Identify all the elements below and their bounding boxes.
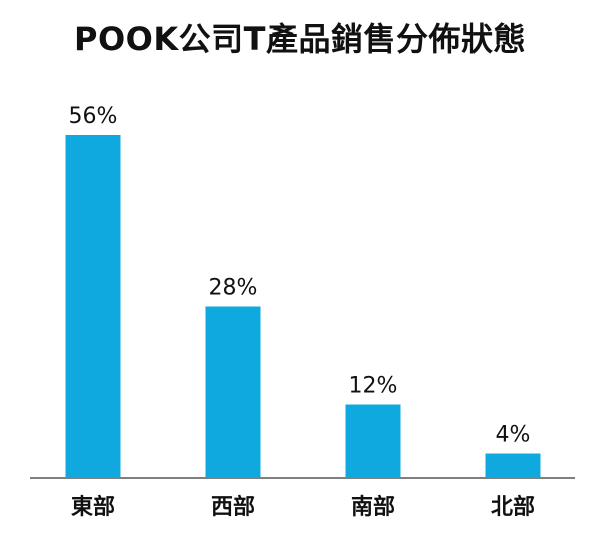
- bar-2: [345, 404, 401, 478]
- chart-title: POOK公司T產品銷售分佈狀態: [74, 20, 526, 58]
- category-label-2: 南部: [351, 494, 395, 520]
- bar-value-label-1: 28%: [209, 276, 258, 301]
- bar-3: [485, 453, 541, 478]
- bar-value-label-3: 4%: [496, 423, 531, 448]
- bar-1: [205, 306, 261, 478]
- category-label-1: 西部: [211, 494, 255, 520]
- category-label-0: 東部: [71, 494, 115, 520]
- bar-value-label-0: 56%: [69, 104, 118, 129]
- bar-value-label-2: 12%: [349, 374, 398, 399]
- bar-0: [65, 135, 121, 478]
- category-label-3: 北部: [491, 494, 535, 520]
